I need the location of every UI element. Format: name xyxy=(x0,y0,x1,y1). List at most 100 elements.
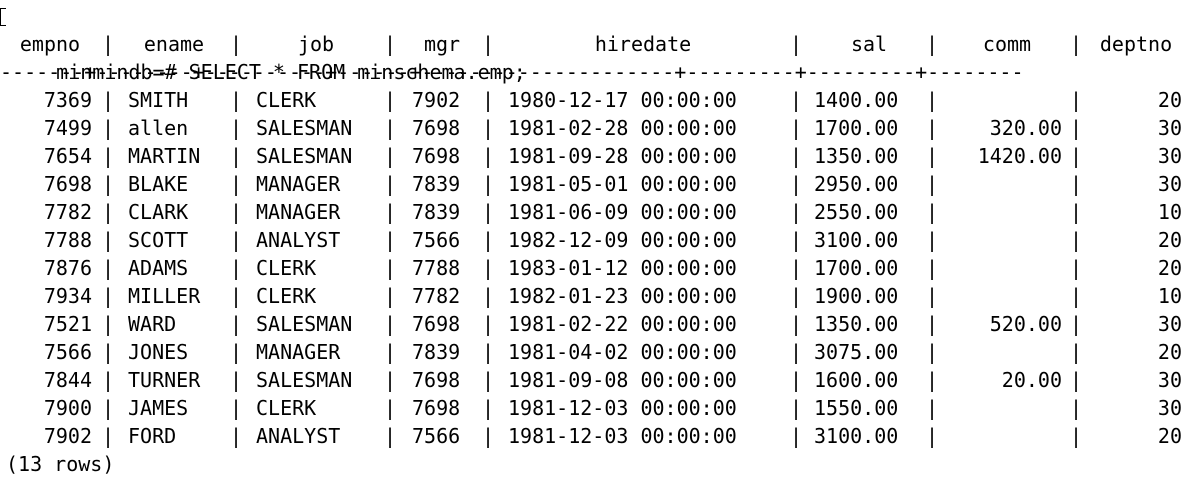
cell-comm: 520.00 xyxy=(989,312,1062,336)
column-separator: | xyxy=(790,396,803,420)
column-separator: | xyxy=(1070,424,1083,448)
column-separator: | xyxy=(790,424,803,448)
column-separator: | xyxy=(384,144,397,168)
column-separator: | xyxy=(230,144,243,168)
cell-empno: 7788 xyxy=(43,228,92,252)
column-separator: | xyxy=(926,32,939,56)
cell-comm xyxy=(952,226,1062,254)
column-separator: | xyxy=(230,396,243,420)
column-separator: | xyxy=(230,256,243,280)
column-separator: | xyxy=(384,228,397,252)
column-separator: | xyxy=(1070,88,1083,112)
column-separator: | xyxy=(482,284,495,308)
cell-comm: 20.00 xyxy=(1001,368,1062,392)
column-separator: | xyxy=(102,116,115,140)
cell-empno: 7499 xyxy=(43,116,92,140)
column-separator: | xyxy=(384,88,397,112)
cell-mgr: 7782 xyxy=(412,284,461,308)
cell-deptno: 20 xyxy=(1157,256,1182,280)
column-separator: | xyxy=(102,144,115,168)
table-row: 7499 allen SALESMAN 7698 1981-02-28 00:00:00… xyxy=(0,114,1200,142)
cell-mgr: 7839 xyxy=(412,200,461,224)
column-separator: | xyxy=(926,284,939,308)
column-separator: | xyxy=(926,116,939,140)
table-row: 7934 MILLER CLERK 7782 1982-01-23 00:00:00 19… xyxy=(0,282,1200,310)
cell-empno: 7654 xyxy=(43,144,92,168)
column-header-comm: comm xyxy=(982,32,1032,56)
cell-ename: BLAKE xyxy=(128,172,189,196)
column-separator: | xyxy=(384,340,397,364)
column-separator: | xyxy=(482,312,495,336)
column-separator: | xyxy=(384,256,397,280)
cell-empno: 7934 xyxy=(43,284,92,308)
column-separator: | xyxy=(790,116,803,140)
column-separator: | xyxy=(102,368,115,392)
cell-job: SALESMAN xyxy=(256,144,353,168)
column-separator: | xyxy=(384,284,397,308)
column-separator: | xyxy=(926,312,939,336)
column-separator: | xyxy=(102,88,115,112)
cell-comm xyxy=(952,394,1062,422)
header-separator: -------+--------+----------+------+-----… xyxy=(0,60,1024,84)
cell-hiredate: 1981-04-02 00:00:00 xyxy=(508,340,737,364)
table-row: 7900 JAMES CLERK 7698 1981-12-03 00:00:00 155… xyxy=(0,394,1200,422)
cell-hiredate: 1982-01-23 00:00:00 xyxy=(508,284,737,308)
column-separator: | xyxy=(790,312,803,336)
column-separator: | xyxy=(790,144,803,168)
column-separator: | xyxy=(482,200,495,224)
cell-comm xyxy=(952,86,1062,114)
cell-mgr: 7566 xyxy=(412,424,461,448)
column-separator: | xyxy=(926,144,939,168)
column-separator: | xyxy=(926,88,939,112)
column-separator: | xyxy=(790,88,803,112)
table-row: 7654 MARTIN SALESMAN 7698 1981-09-28 00:00:0… xyxy=(0,142,1200,170)
cell-empno: 7521 xyxy=(43,312,92,336)
cell-ename: ADAMS xyxy=(128,256,189,280)
cell-ename: SCOTT xyxy=(128,228,189,252)
column-separator: | xyxy=(482,340,495,364)
cell-sal: 1700.00 xyxy=(814,256,899,280)
cell-empno: 7876 xyxy=(43,256,92,280)
cell-comm xyxy=(952,170,1062,198)
cell-job: SALESMAN xyxy=(256,368,353,392)
column-separator: | xyxy=(790,368,803,392)
cell-mgr: 7839 xyxy=(412,340,461,364)
cell-job: CLERK xyxy=(256,88,317,112)
column-separator: | xyxy=(1070,340,1083,364)
cell-hiredate: 1981-12-03 00:00:00 xyxy=(508,424,737,448)
cell-deptno: 20 xyxy=(1157,424,1182,448)
column-separator: | xyxy=(102,312,115,336)
column-separator: | xyxy=(230,340,243,364)
column-header-deptno: deptno xyxy=(1099,32,1173,56)
cell-job: MANAGER xyxy=(256,172,341,196)
column-separator: | xyxy=(926,228,939,252)
cell-sal: 2550.00 xyxy=(814,200,899,224)
cell-sal: 1400.00 xyxy=(814,88,899,112)
cell-mgr: 7839 xyxy=(412,172,461,196)
command-line[interactable]: minmindb=# SELECT * FROM minschema.emp; xyxy=(0,2,1200,84)
cell-hiredate: 1983-01-12 00:00:00 xyxy=(508,256,737,280)
column-separator: | xyxy=(230,200,243,224)
column-separator: | xyxy=(102,284,115,308)
column-separator: | xyxy=(384,368,397,392)
cell-sal: 3075.00 xyxy=(814,340,899,364)
cell-hiredate: 1981-05-01 00:00:00 xyxy=(508,172,737,196)
cell-deptno: 30 xyxy=(1157,144,1182,168)
column-separator: | xyxy=(790,228,803,252)
column-header-mgr: mgr xyxy=(423,32,461,56)
cell-comm: 1420.00 xyxy=(977,144,1062,168)
cell-deptno: 20 xyxy=(1157,88,1182,112)
column-separator: | xyxy=(790,340,803,364)
cell-job: ANALYST xyxy=(256,228,341,252)
column-separator: | xyxy=(1070,312,1083,336)
column-separator: | xyxy=(482,32,495,56)
cell-job: CLERK xyxy=(256,396,317,420)
column-separator: | xyxy=(384,424,397,448)
cell-hiredate: 1981-09-08 00:00:00 xyxy=(508,368,737,392)
column-header-ename: ename xyxy=(143,32,205,56)
cell-deptno: 20 xyxy=(1157,340,1182,364)
cell-mgr: 7788 xyxy=(412,256,461,280)
column-separator: | xyxy=(102,396,115,420)
column-separator: | xyxy=(1070,396,1083,420)
